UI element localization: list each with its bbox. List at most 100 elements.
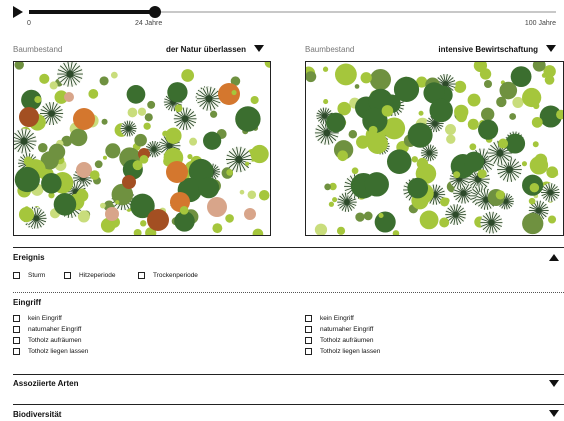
small-tree [498,138,509,149]
large-tree [429,98,453,123]
spruce-tree [226,146,252,173]
chevron-down-icon[interactable] [549,380,559,387]
checkbox-trockenperiode[interactable]: Trockenperiode [138,271,198,280]
deadwood-tree [207,197,227,217]
forest-canvas-managed [306,62,563,235]
small-tree [348,129,358,139]
deciduous-tree [165,127,182,144]
deadwood-tree [122,175,136,189]
chevron-down-icon[interactable] [254,45,264,52]
spruce-tree [445,204,467,226]
checkbox-right-totholz-aufraeumen[interactable]: Totholz aufräumen [305,336,373,345]
checkbox-sturm[interactable]: Sturm [13,271,45,280]
small-tree [239,189,245,195]
small-tree [34,95,42,104]
checkbox-box[interactable] [13,326,20,333]
small-tree [381,105,394,117]
forest-view-natural [13,61,271,236]
spruce-tree [14,128,37,154]
checkbox-box[interactable] [305,337,312,344]
large-tree [478,119,499,140]
small-tree [134,133,147,147]
checkbox-box[interactable] [13,272,20,279]
small-tree [147,100,156,109]
checkbox-hitzeperiode[interactable]: Hitzeperiode [64,271,116,280]
section-ereignis-title[interactable]: Ereignis [13,253,45,262]
checkbox-box[interactable] [13,337,20,344]
small-tree [495,190,505,200]
deciduous-tree [105,143,121,159]
checkbox-box[interactable] [13,315,20,322]
large-tree [235,106,261,132]
small-tree [532,141,539,148]
deciduous-tree [181,69,195,82]
deciduous-tree [522,212,544,235]
panel-right-dropdown[interactable]: intensive Bewirtschaftung [438,45,538,54]
small-tree [212,223,223,234]
small-tree [469,143,477,151]
checkbox-box[interactable] [13,348,20,355]
small-tree [453,80,467,93]
small-tree [101,118,108,125]
section-biodiversitaet-title[interactable]: Biodiversität [13,410,62,419]
small-tree [230,76,241,86]
small-tree [378,212,384,219]
checkbox-left-totholz-liegen-lassen[interactable]: Totholz liegen lassen [13,347,88,356]
checkbox-left-naturnaher-eingriff[interactable]: naturnaher Eingriff [13,325,81,334]
small-tree [94,160,103,169]
small-tree [102,155,108,160]
deciduous-tree [356,135,370,149]
checkbox-box[interactable] [64,272,71,279]
small-tree [446,134,456,144]
small-tree [392,230,400,235]
small-tree [77,210,90,223]
large-tree [407,177,429,199]
large-tree [463,151,485,172]
large-tree [362,107,388,133]
timeline-start-label: 0 [27,20,31,27]
spruce-tree [145,141,163,158]
small-tree [439,217,450,228]
small-tree [531,116,543,128]
play-button[interactable] [13,6,23,18]
small-tree [529,182,540,193]
small-tree [483,79,493,89]
panel-left-label: Baumbestand [13,45,63,54]
large-tree [14,166,40,193]
chevron-down-icon[interactable] [546,45,556,52]
spruce-tree [196,86,222,111]
chevron-up-icon[interactable] [549,254,559,261]
small-tree [468,97,477,106]
section-eingriff-title: Eingriff [13,298,41,307]
checkbox-left-kein-eingriff[interactable]: kein Eingriff [13,314,62,323]
checkbox-box[interactable] [305,326,312,333]
checkbox-box[interactable] [305,315,312,322]
timeline-slider[interactable] [29,6,556,18]
checkbox-right-naturnaher-eingriff[interactable]: naturnaher Eingriff [305,325,373,334]
small-tree [467,118,479,130]
deadwood-tree [147,209,169,231]
timeline-handle[interactable] [149,6,161,18]
checkbox-left-totholz-aufraeumen[interactable]: Totholz aufräumen [13,336,81,345]
deadwood-tree [76,162,92,178]
small-tree [252,228,264,235]
small-tree [144,113,153,122]
section-assoziierte-arten-title[interactable]: Assoziierte Arten [13,379,79,388]
small-tree [477,169,487,179]
checkbox-box[interactable] [305,348,312,355]
panel-left-header: Baumbestand der Natur überlassen [13,44,264,56]
deciduous-tree [100,217,116,233]
checkbox-right-kein-eingriff[interactable]: kein Eingriff [305,314,354,323]
divider [13,374,564,375]
chevron-down-icon[interactable] [549,410,559,417]
checkbox-right-totholz-liegen-lassen[interactable]: Totholz liegen lassen [305,347,380,356]
small-tree [528,197,536,205]
small-tree [226,169,233,176]
divider [13,247,564,248]
small-tree [139,155,149,164]
spruce-tree [39,101,64,126]
small-tree [54,90,69,104]
panel-left-dropdown[interactable]: der Natur überlassen [165,45,246,54]
small-tree [306,71,317,83]
checkbox-box[interactable] [138,272,145,279]
